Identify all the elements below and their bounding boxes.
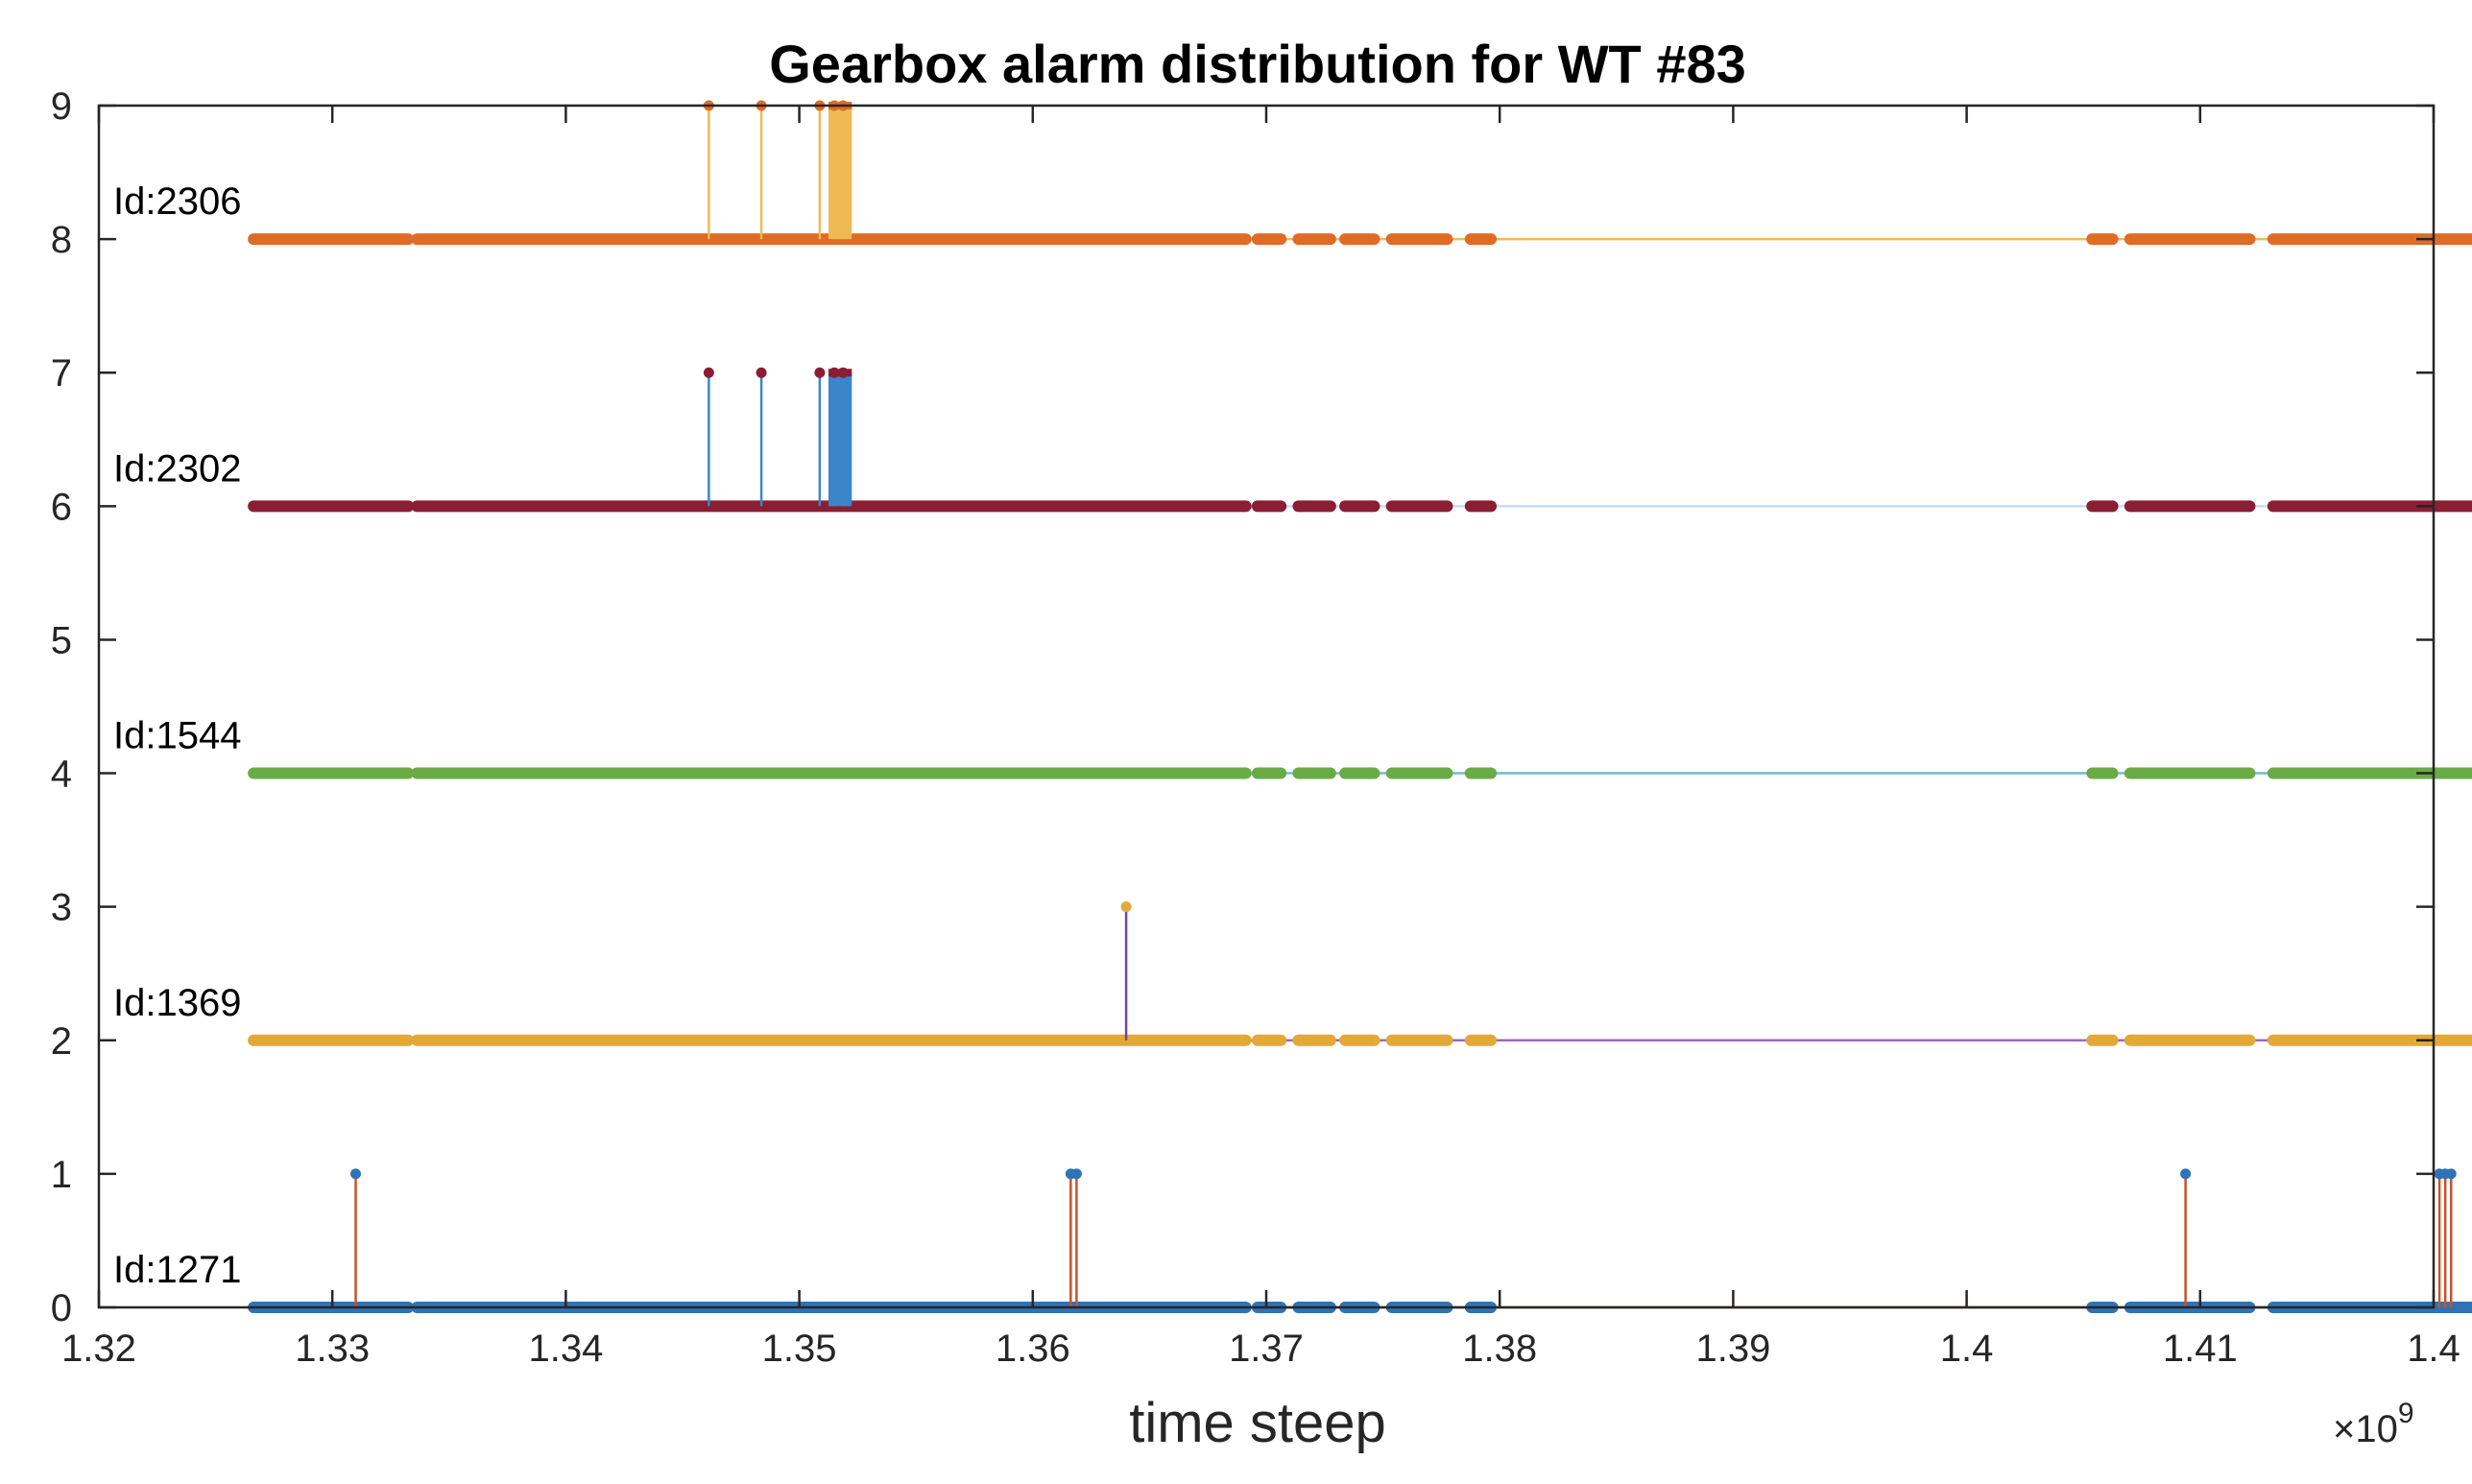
x-tick-label: 1.4	[2407, 1328, 2460, 1370]
x-tick-label: 1.33	[295, 1328, 370, 1370]
alarm-burst	[828, 372, 852, 507]
alarm-point	[2180, 1168, 2192, 1180]
x-tick-label: 1.38	[1462, 1328, 1537, 1370]
x-tick-label: 1.32	[61, 1328, 136, 1370]
series-label: Id:1544	[113, 715, 241, 757]
series-id-1544	[248, 767, 2472, 779]
y-tick-label: 6	[51, 486, 72, 528]
series-id-2306	[248, 100, 2472, 246]
series-labels: Id:1271 Id:1369 Id:1544 Id:2302 Id:2306	[113, 180, 241, 1291]
chart-title: Gearbox alarm distribution for WT #83	[769, 34, 1746, 94]
y-tick-label: 0	[51, 1287, 72, 1329]
y-tick-label: 2	[51, 1020, 72, 1063]
x-tick-label: 1.39	[1695, 1328, 1770, 1370]
x-axis-exponent-base: ×10	[2333, 1408, 2398, 1450]
y-tick-label: 4	[51, 754, 72, 796]
x-axis-exponent: ×109	[2333, 1398, 2414, 1450]
x-tick-label: 1.35	[762, 1328, 837, 1370]
y-tick-label: 5	[51, 619, 72, 661]
x-tick-label: 1.4	[1940, 1328, 1994, 1370]
alarm-point	[837, 367, 849, 378]
alarm-point	[350, 1168, 362, 1180]
x-axis-label: time steep	[1129, 1392, 1386, 1454]
alarm-point	[703, 367, 714, 378]
y-tick-label: 9	[51, 85, 72, 128]
x-tick-label: 1.36	[996, 1328, 1070, 1370]
series-label: Id:1271	[113, 1249, 241, 1291]
axes: 0 1 2 3 4 5 6 7 8 9 1.32 1.33 1.34 1.35 1.36 1.37 1.38 1.…	[51, 85, 2460, 1370]
x-axis-exponent-power: 9	[2398, 1398, 2414, 1429]
alarm-point	[756, 367, 767, 378]
alarm-point	[814, 367, 826, 378]
y-tick-label: 3	[51, 887, 72, 929]
x-tick-label: 1.34	[528, 1328, 603, 1370]
y-tick-label: 8	[51, 219, 72, 261]
series-label: Id:2302	[113, 447, 241, 490]
series-id-1369	[248, 901, 2472, 1046]
x-tick-label: 1.37	[1229, 1328, 1304, 1370]
series-label: Id:2306	[113, 180, 241, 223]
x-tick-label: 1.41	[2163, 1328, 2238, 1370]
y-tick-label: 7	[51, 352, 72, 395]
alarm-point	[2445, 1168, 2457, 1180]
alarm-point	[1070, 1168, 1082, 1180]
series-id-2302	[248, 367, 2472, 513]
alarm-point	[1120, 901, 1132, 913]
alarm-burst	[828, 106, 852, 240]
y-tick-label: 1	[51, 1154, 72, 1196]
alarm-point	[828, 367, 840, 378]
series-label: Id:1369	[113, 982, 241, 1024]
